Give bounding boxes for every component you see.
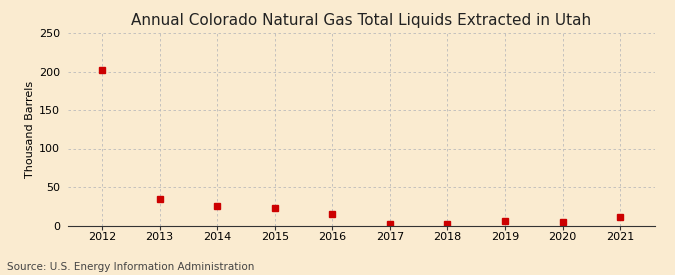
- Y-axis label: Thousand Barrels: Thousand Barrels: [24, 81, 34, 178]
- Text: Source: U.S. Energy Information Administration: Source: U.S. Energy Information Administ…: [7, 262, 254, 272]
- Title: Annual Colorado Natural Gas Total Liquids Extracted in Utah: Annual Colorado Natural Gas Total Liquid…: [131, 13, 591, 28]
